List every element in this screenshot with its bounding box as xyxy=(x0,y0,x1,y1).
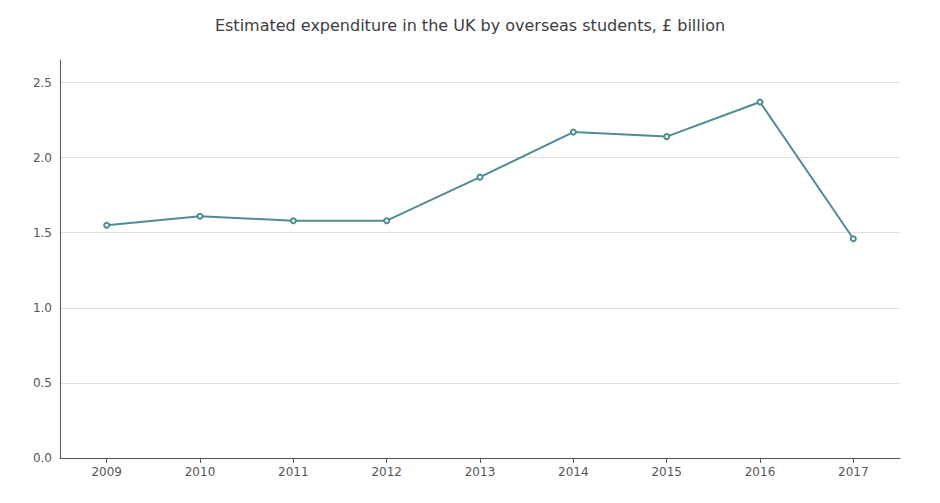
svg-text:1.0: 1.0 xyxy=(33,301,52,315)
svg-text:0.0: 0.0 xyxy=(33,451,52,465)
svg-text:2009: 2009 xyxy=(91,465,122,479)
svg-text:1.5: 1.5 xyxy=(33,226,52,240)
svg-text:2011: 2011 xyxy=(278,465,309,479)
svg-text:2016: 2016 xyxy=(745,465,776,479)
svg-text:2.0: 2.0 xyxy=(33,151,52,165)
svg-text:2014: 2014 xyxy=(558,465,589,479)
svg-text:0.5: 0.5 xyxy=(33,376,52,390)
svg-text:2015: 2015 xyxy=(651,465,682,479)
svg-text:Estimated expenditure in the U: Estimated expenditure in the UK by overs… xyxy=(215,16,725,35)
svg-text:2.5: 2.5 xyxy=(33,76,52,90)
svg-text:2013: 2013 xyxy=(465,465,496,479)
svg-text:2012: 2012 xyxy=(371,465,402,479)
svg-text:2017: 2017 xyxy=(838,465,869,479)
svg-text:2010: 2010 xyxy=(185,465,216,479)
